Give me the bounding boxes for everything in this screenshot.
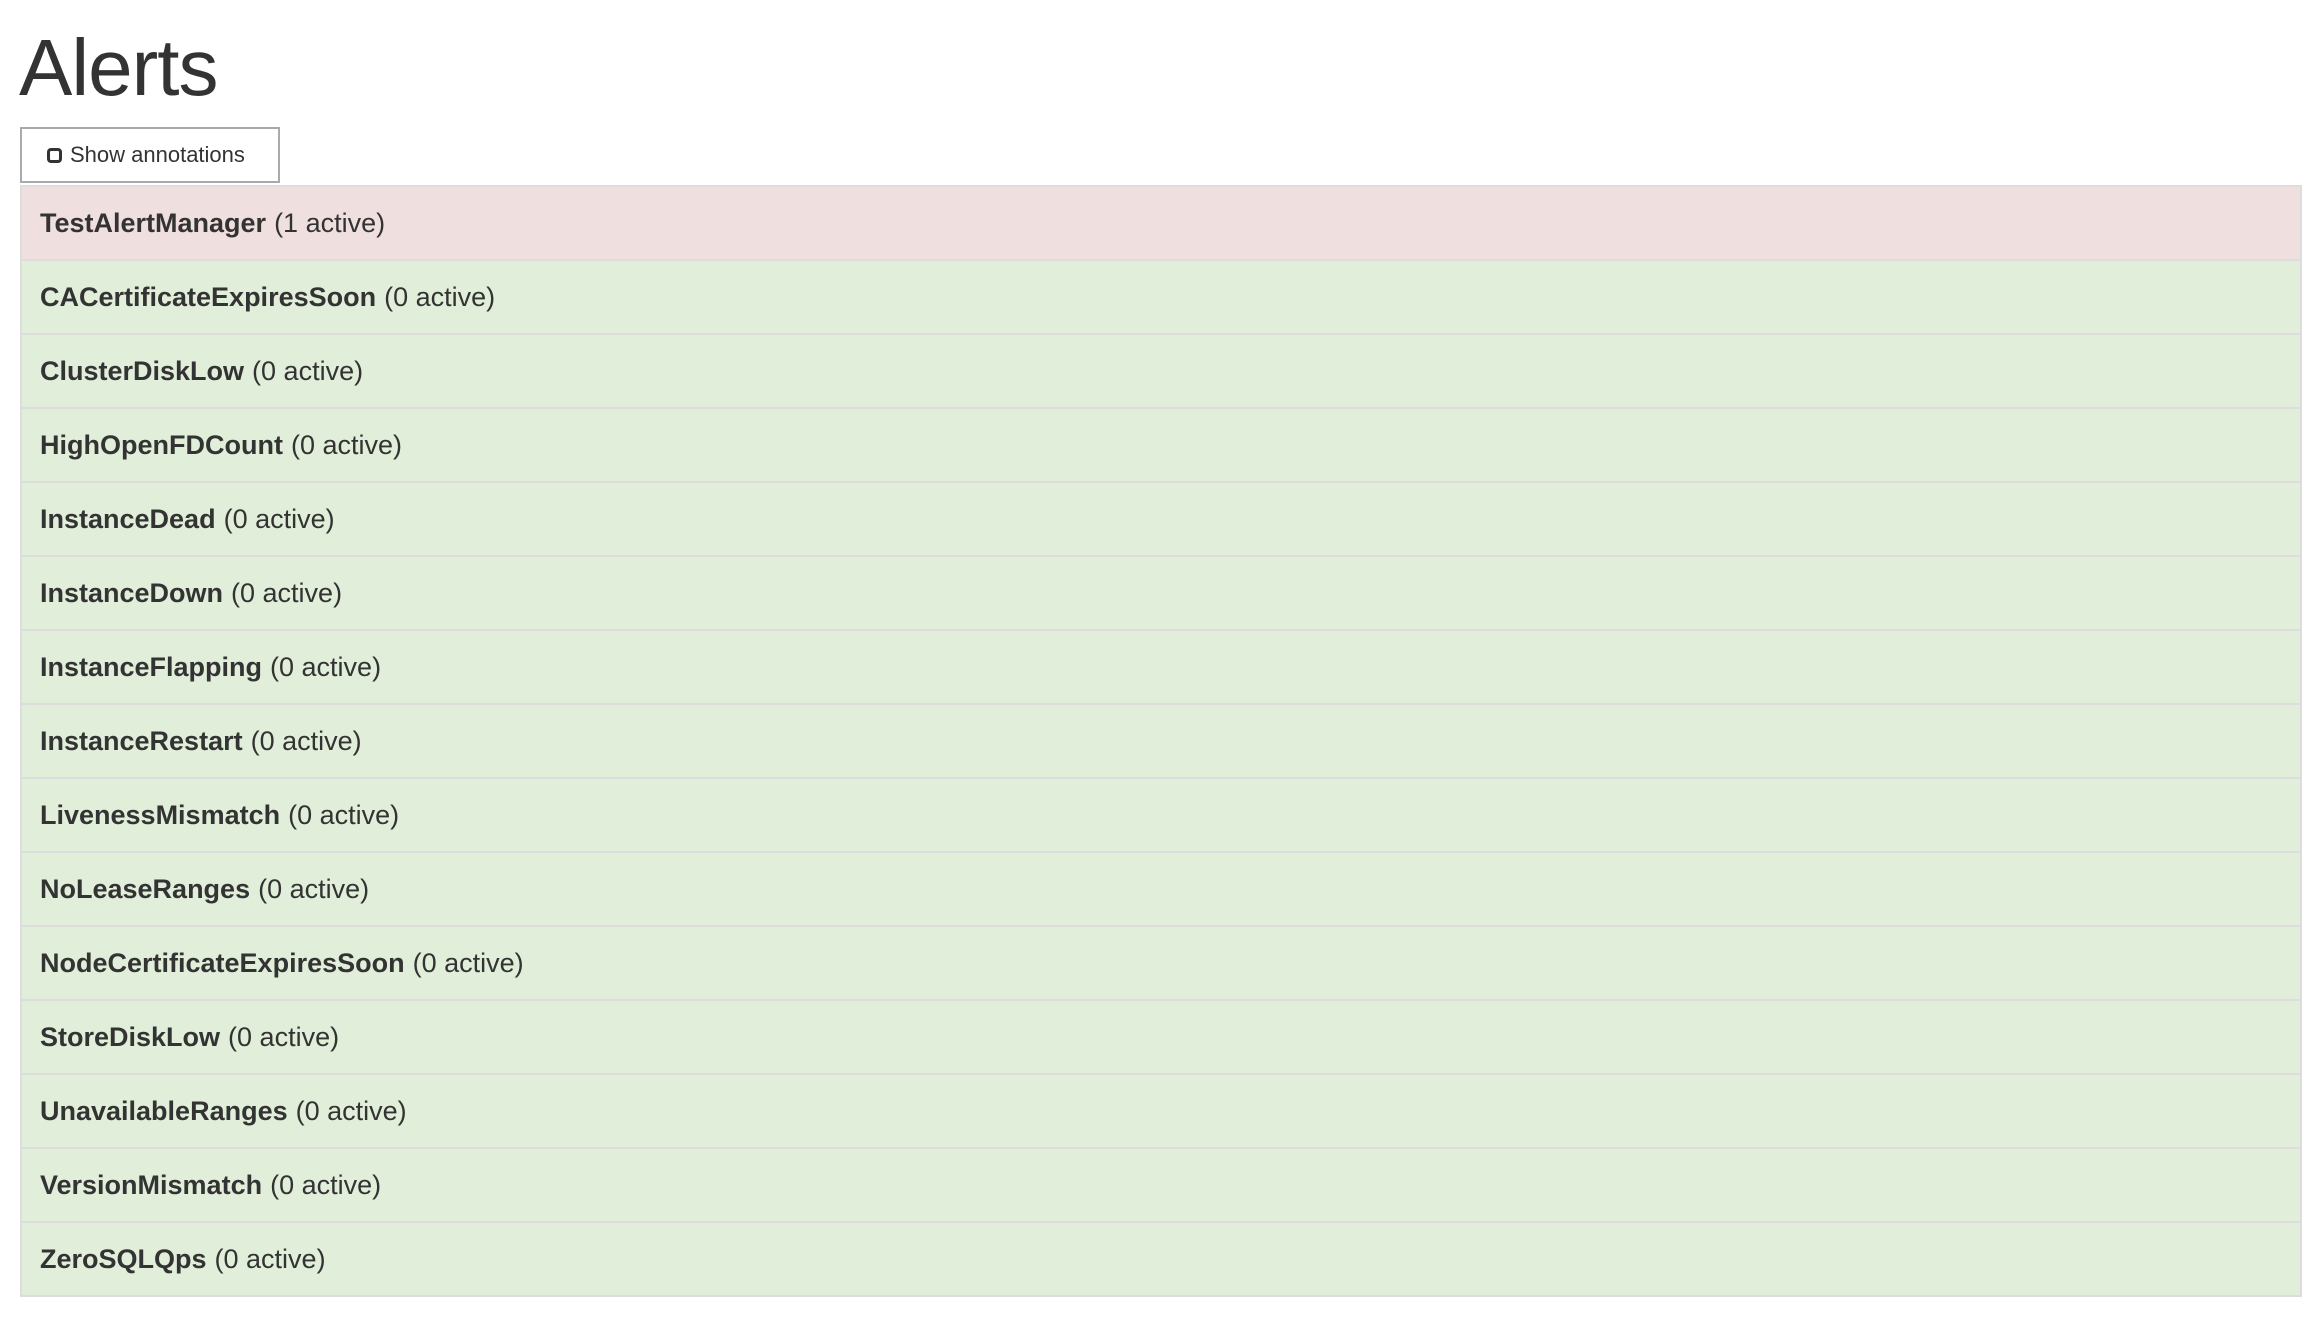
alert-row[interactable]: HighOpenFDCount (0 active)	[22, 407, 2300, 481]
alert-row[interactable]: ClusterDiskLow (0 active)	[22, 333, 2300, 407]
alert-row[interactable]: NodeCertificateExpiresSoon (0 active)	[22, 925, 2300, 999]
alert-active-count: (0 active)	[252, 355, 364, 386]
alert-active-count: (0 active)	[223, 503, 335, 534]
alert-name: InstanceFlapping	[40, 651, 263, 682]
alert-active-count: (0 active)	[412, 947, 524, 978]
page-title: Alerts	[19, 23, 218, 112]
alert-name: ClusterDiskLow	[40, 355, 245, 386]
alert-row[interactable]: ZeroSQLQps (0 active)	[22, 1221, 2300, 1295]
alert-row[interactable]: InstanceDown (0 active)	[22, 555, 2300, 629]
alert-row[interactable]: CACertificateExpiresSoon (0 active)	[22, 259, 2300, 333]
alert-name: ZeroSQLQps	[40, 1243, 207, 1274]
alert-row[interactable]: InstanceDead (0 active)	[22, 481, 2300, 555]
alert-list: TestAlertManager (1 active) CACertificateE…	[20, 185, 2302, 1297]
alert-name: TestAlertManager	[40, 207, 267, 238]
alert-active-count: (0 active)	[228, 1021, 340, 1052]
alert-row[interactable]: InstanceRestart (0 active)	[22, 703, 2300, 777]
alert-name: NoLeaseRanges	[40, 873, 251, 904]
alert-active-count: (0 active)	[258, 873, 370, 904]
alert-name: NodeCertificateExpiresSoon	[40, 947, 405, 978]
show-annotations-label: Show annotations	[70, 142, 245, 167]
alert-name: InstanceDown	[40, 577, 224, 608]
alert-active-count: (0 active)	[231, 577, 343, 608]
alert-active-count: (0 active)	[384, 281, 496, 312]
alert-row[interactable]: UnavailableRanges (0 active)	[22, 1073, 2300, 1147]
alert-name: InstanceRestart	[40, 725, 243, 756]
alert-active-count: (0 active)	[295, 1095, 407, 1126]
alert-row[interactable]: InstanceFlapping (0 active)	[22, 629, 2300, 703]
alert-name: InstanceDead	[40, 503, 216, 534]
alert-name: CACertificateExpiresSoon	[40, 281, 377, 312]
alert-row[interactable]: VersionMismatch (0 active)	[22, 1147, 2300, 1221]
alert-active-count: (0 active)	[290, 429, 402, 460]
alert-active-count: (0 active)	[250, 725, 362, 756]
alert-active-count: (0 active)	[270, 1169, 382, 1200]
alert-name: VersionMismatch	[40, 1169, 263, 1200]
alert-active-count: (0 active)	[214, 1243, 326, 1274]
checkbox-icon[interactable]	[47, 147, 62, 163]
alert-name: LivenessMismatch	[40, 799, 281, 830]
alert-row[interactable]: NoLeaseRanges (0 active)	[22, 851, 2300, 925]
alert-active-count: (1 active)	[274, 207, 386, 238]
alert-name: UnavailableRanges	[40, 1095, 288, 1126]
show-annotations-toggle[interactable]: Show annotations	[20, 127, 280, 183]
alert-row[interactable]: TestAlertManager (1 active)	[22, 185, 2300, 259]
alert-active-count: (0 active)	[288, 799, 400, 830]
alert-name: HighOpenFDCount	[40, 429, 283, 460]
alert-active-count: (0 active)	[270, 651, 382, 682]
alert-row[interactable]: StoreDiskLow (0 active)	[22, 999, 2300, 1073]
alert-row[interactable]: LivenessMismatch (0 active)	[22, 777, 2300, 851]
alert-name: StoreDiskLow	[40, 1021, 221, 1052]
